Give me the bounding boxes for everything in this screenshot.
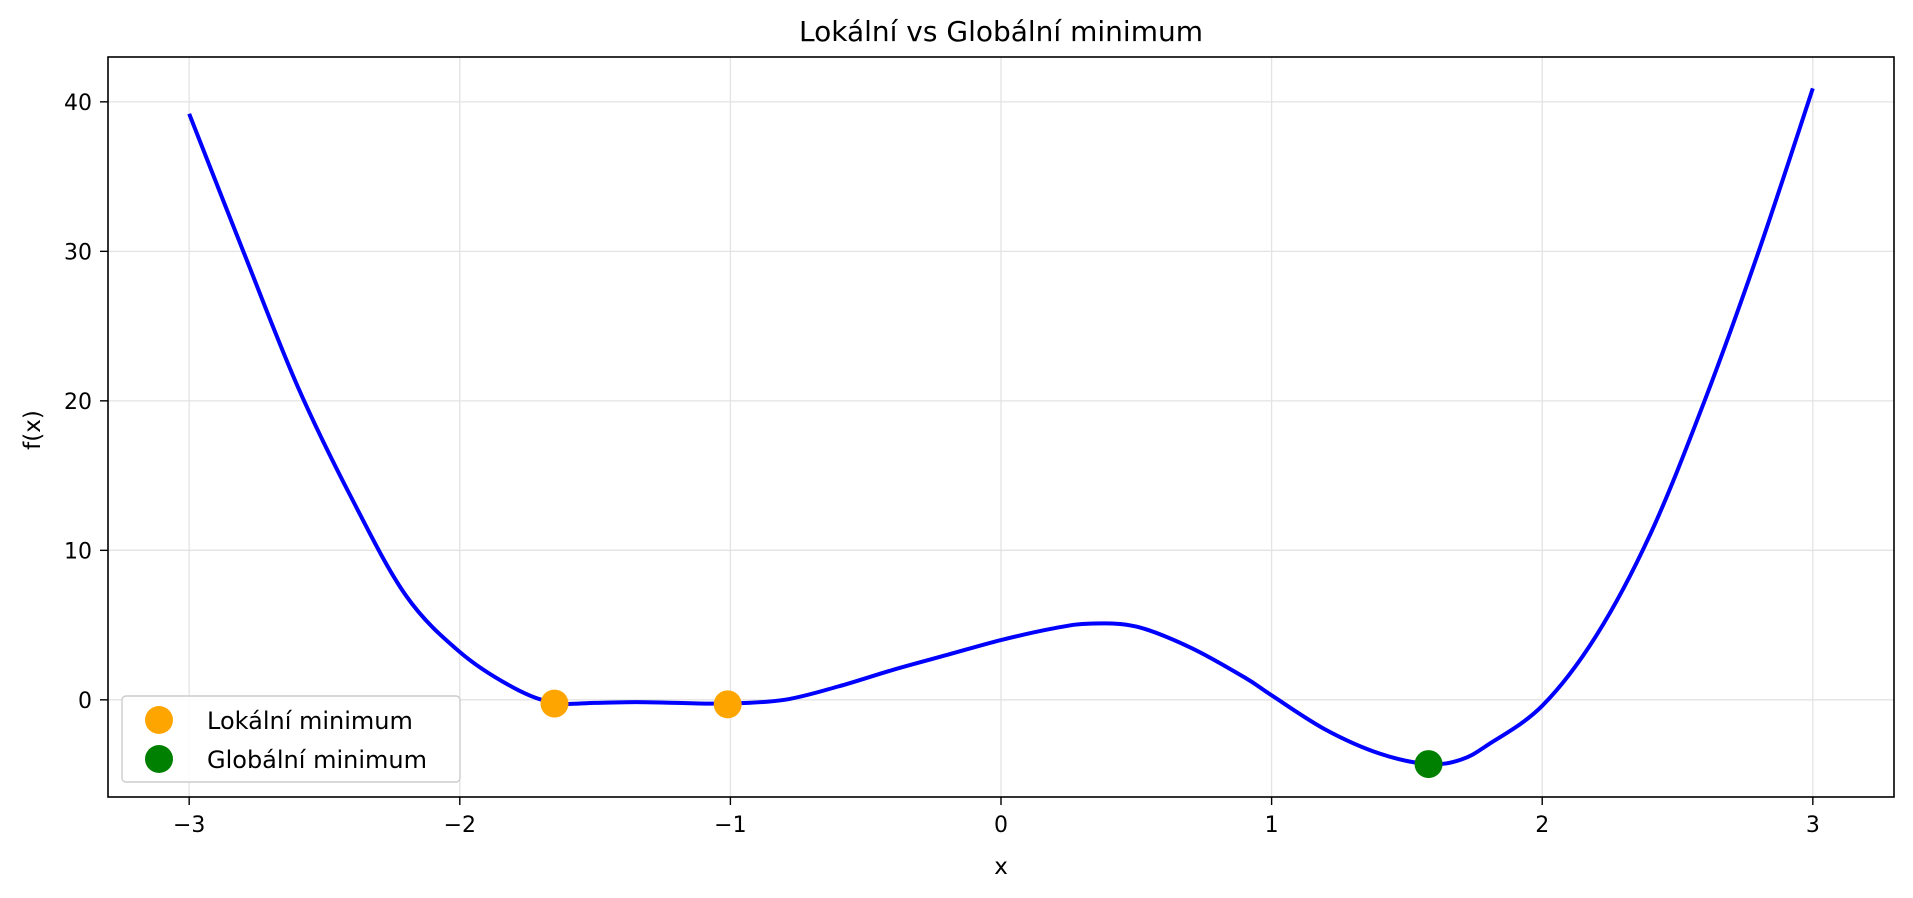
x-tick-label: −3 — [173, 813, 205, 838]
y-tick-label: 0 — [78, 689, 92, 714]
y-tick-label: 10 — [64, 539, 92, 564]
local-minimum-point — [713, 690, 742, 719]
chart-title: Lokální vs Globální minimum — [799, 15, 1203, 48]
x-tick-label: 0 — [994, 813, 1008, 838]
x-tick-label: −1 — [714, 813, 746, 838]
local-minimum-point — [540, 689, 569, 718]
legend-marker-global-minimum — [145, 745, 173, 773]
x-tick-label: 1 — [1265, 813, 1279, 838]
y-tick-label: 30 — [64, 240, 92, 265]
y-axis-label: f(x) — [20, 410, 46, 450]
global-minimum-point — [1414, 750, 1443, 779]
legend: Lokální minimum Globální minimum — [121, 695, 461, 783]
x-tick-label: 3 — [1806, 813, 1820, 838]
legend-box — [121, 695, 461, 783]
function-curve — [187, 87, 1815, 767]
legend-marker-local-minimum — [145, 706, 173, 734]
plot-area — [187, 87, 1815, 779]
x-axis-label: x — [994, 854, 1008, 880]
y-tick-label: 40 — [64, 91, 92, 116]
legend-label-global-minimum: Globální minimum — [207, 746, 427, 774]
x-tick-label: 2 — [1535, 813, 1549, 838]
x-tick-label: −2 — [444, 813, 476, 838]
legend-label-local-minimum: Lokální minimum — [207, 707, 413, 735]
y-tick-label: 20 — [64, 390, 92, 415]
